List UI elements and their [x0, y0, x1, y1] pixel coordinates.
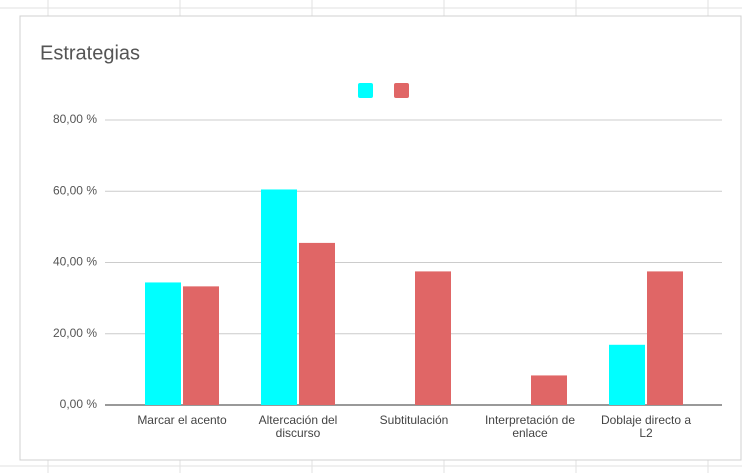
y-tick-label: 80,00 % [53, 112, 97, 126]
bar [647, 271, 683, 405]
chart-title: Estrategias [40, 42, 140, 64]
x-tick-label: Doblaje directo a L2 [600, 413, 692, 440]
y-tick-label: 0,00 % [60, 397, 98, 411]
x-tick-label: Interpretación de enlace [484, 413, 576, 440]
x-tick-label: Subtitulación [379, 413, 449, 427]
x-tick-label: Marcar el acento [137, 413, 227, 427]
x-tick-label: Altercación del discurso [258, 413, 338, 440]
legend-swatch [394, 83, 409, 98]
y-tick-label: 20,00 % [53, 326, 97, 340]
y-tick-label: 40,00 % [53, 255, 97, 269]
bar [609, 344, 645, 405]
y-tick-label: 60,00 % [53, 183, 97, 197]
bar [145, 282, 181, 405]
bar [183, 286, 219, 405]
legend-swatch [358, 83, 373, 98]
bar [299, 242, 335, 405]
bar [531, 375, 567, 405]
bar [261, 189, 297, 405]
bar [415, 271, 451, 405]
